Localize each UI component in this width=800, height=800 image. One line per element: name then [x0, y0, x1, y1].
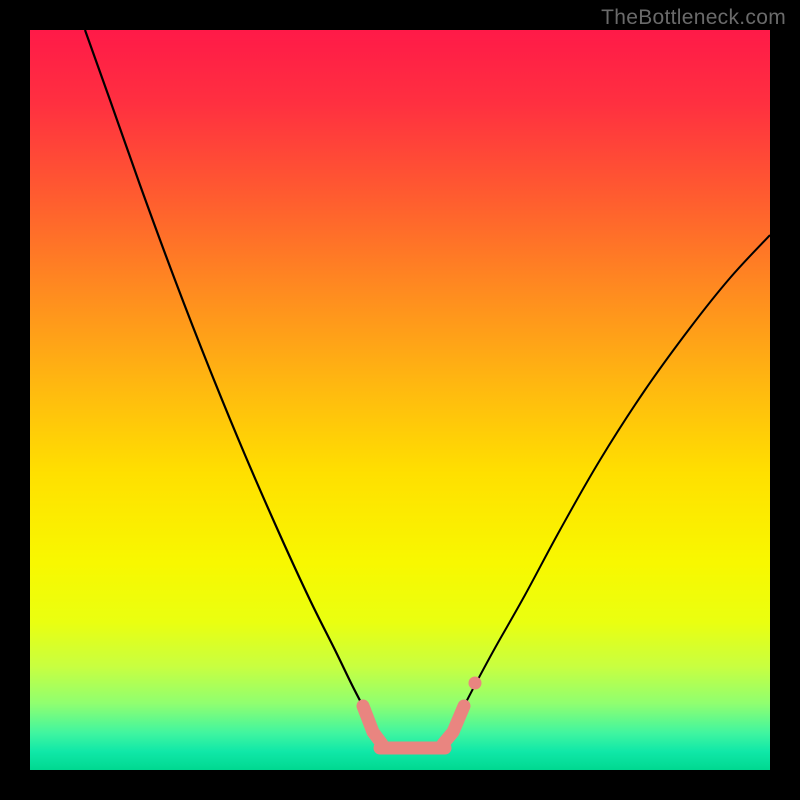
curves-layer: [30, 30, 770, 770]
valley-segment: [443, 706, 464, 744]
valley-segment: [363, 706, 382, 744]
valley-dot: [469, 677, 482, 690]
watermark-text: TheBottleneck.com: [601, 6, 786, 30]
plot-area: [30, 30, 770, 770]
valley-marker: [363, 677, 482, 749]
curve-right: [462, 235, 770, 710]
curve-left: [85, 30, 365, 710]
chart-outer-frame: TheBottleneck.com: [0, 0, 800, 800]
